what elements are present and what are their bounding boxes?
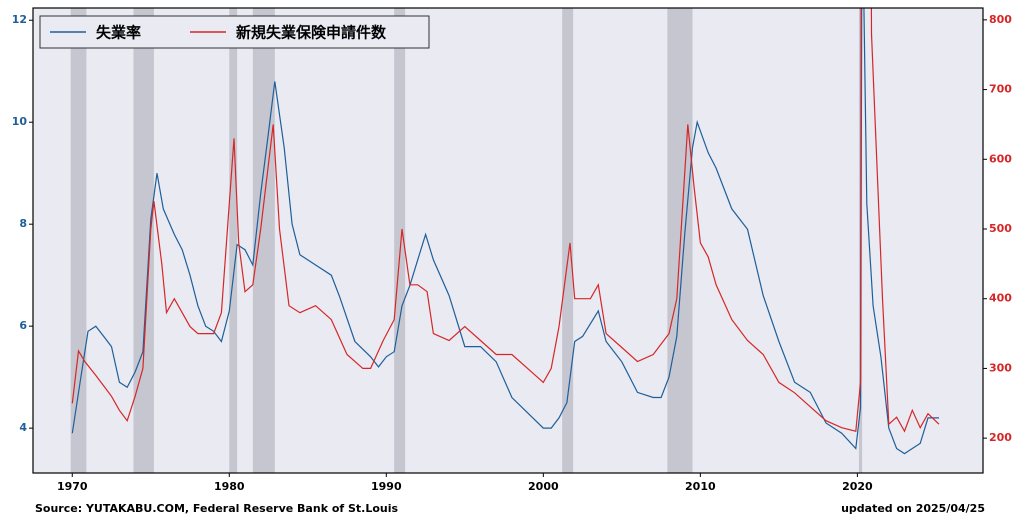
y-tick-label: 8 [19, 217, 27, 230]
recession-band [562, 8, 574, 473]
legend: 失業率 新規失業保険申請件数 [39, 15, 430, 49]
plot-area [33, 8, 983, 473]
series-line [71, 8, 939, 455]
y2-tick-label: 800 [989, 13, 1012, 26]
legend-box [39, 15, 430, 49]
x-tick-label: 1970 [57, 480, 88, 493]
plot-frame [32, 7, 984, 474]
y-tick-label: 6 [19, 319, 27, 332]
y2-tick-label: 700 [989, 83, 1012, 96]
y2-tick-label: 300 [989, 361, 1012, 374]
updated-note: updated on 2025/04/25 [841, 502, 985, 515]
y2-tick-label: 200 [989, 431, 1012, 444]
x-tick-label: 2010 [685, 480, 716, 493]
y2-tick-label: 600 [989, 152, 1012, 165]
legend-label: 失業率 [96, 24, 141, 42]
recession-band [229, 8, 238, 473]
series-line [71, 8, 940, 433]
y-tick-label: 10 [12, 115, 28, 128]
y2-tick-label: 400 [989, 292, 1012, 305]
x-tick-label: 1980 [214, 480, 245, 493]
legend-label: 新規失業保険申請件数 [236, 24, 387, 42]
recession-band [394, 8, 406, 473]
source-note: Source: YUTAKABU.COM, Federal Reserve Ba… [35, 502, 399, 515]
x-tick-label: 2020 [842, 480, 873, 493]
x-tick-label: 2000 [528, 480, 559, 493]
x-tick-label: 1990 [371, 480, 402, 493]
y-tick-label: 4 [19, 421, 27, 434]
recession-band [252, 8, 275, 473]
y-tick-label: 12 [12, 13, 27, 26]
recession-band [133, 8, 154, 473]
recession-band [70, 8, 87, 473]
y2-tick-label: 500 [989, 222, 1012, 235]
